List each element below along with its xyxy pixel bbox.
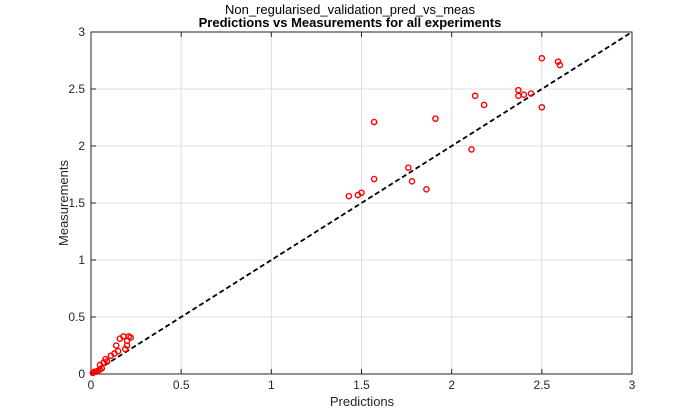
x-axis-label: Predictions [330,394,395,409]
data-point [423,186,430,193]
data-point [405,164,412,171]
data-point [358,189,365,197]
data-point [556,61,564,69]
chart-title: Predictions vs Measurements for all expe… [199,15,502,30]
y-tick-label: 0 [78,367,85,381]
data-point [112,342,120,349]
x-tick-label: 0 [88,378,95,392]
x-tick-label: 1 [268,378,275,392]
data-point [127,334,134,341]
x-tick-label: 2.5 [533,378,550,392]
data-point [471,92,479,100]
x-tick-label: 1.5 [353,378,370,392]
y-tick-label: 1 [78,253,85,267]
reference-line [90,31,633,375]
data-point [103,358,111,365]
data-point [370,118,378,126]
x-tick-label: 2 [448,378,455,392]
y-tick-label: 2.5 [68,82,85,96]
figure-title: Non_regularised_validation_pred_vs_meas [225,2,476,17]
x-tick-label: 3 [629,378,636,392]
y-tick-label: 1.5 [68,196,85,210]
ticks: 0 0.5 1 1.5 2 2.5 3 0 0.5 1 1.5 2 2.5 3 [68,25,635,392]
data-point [520,91,528,98]
data-point [114,347,122,355]
data-point [527,90,535,97]
data-point [408,178,416,185]
data-point [480,101,488,109]
data-point [538,103,546,111]
y-tick-label: 2 [78,139,85,153]
data-point [345,192,353,200]
x-tick-label: 0.5 [173,378,190,392]
y-axis-label: Measurements [56,160,71,246]
data-points [89,54,564,377]
data-point [370,175,378,183]
y-tick-label: 0.5 [68,310,85,324]
data-point [515,86,522,94]
data-point [432,115,439,122]
y-tick-label: 3 [78,25,85,39]
data-point [515,92,522,100]
data-point [538,54,546,62]
data-point [123,342,131,349]
data-point [468,146,475,153]
